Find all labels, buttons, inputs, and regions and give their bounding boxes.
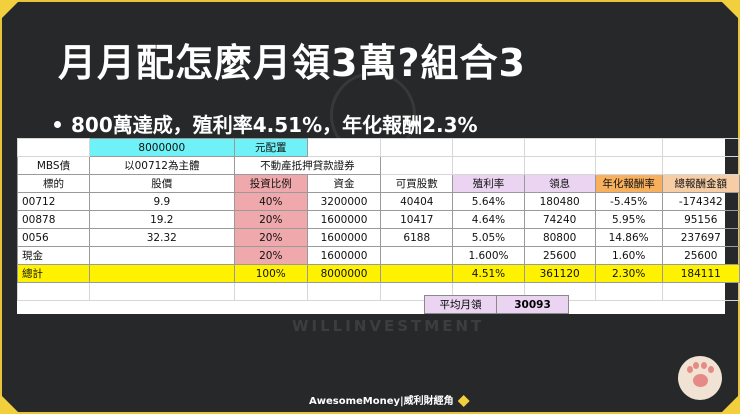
cell-total-return[interactable]: 237697 [661, 228, 740, 247]
total-return-amount[interactable]: 184111 [661, 264, 740, 283]
group-label-desc: 不動產抵押貸款證券 [233, 156, 382, 175]
col-header: 總報酬金額 [661, 174, 740, 193]
col-header: 投資比例 [233, 174, 308, 193]
total-annual-return[interactable]: 2.30% [594, 264, 663, 283]
cell-shares[interactable]: 40404 [380, 192, 454, 211]
avg-monthly-label: 平均月領 [424, 295, 497, 314]
cell-capital[interactable]: 1600000 [306, 228, 382, 247]
cell-ticker[interactable]: 0056 [17, 228, 90, 247]
cell-ratio[interactable]: 20% [233, 246, 308, 265]
corner-decoration [0, 394, 20, 414]
slide-title: 月月配怎麼月領3萬?組合3 [58, 41, 526, 85]
cell-capital[interactable]: 3200000 [306, 192, 382, 211]
cell-ticker[interactable]: 00712 [17, 192, 90, 211]
col-header: 殖利率 [452, 174, 525, 193]
capital-amount-label: 元配置 [233, 138, 308, 157]
table-row: 0056 32.32 20% 1600000 6188 5.05% 80800 … [17, 228, 740, 247]
col-header: 股價 [88, 174, 235, 193]
total-capital[interactable]: 8000000 [306, 264, 382, 283]
cell-annual-return[interactable]: 1.60% [594, 246, 663, 265]
total-row: 總計 100% 8000000 4.51% 361120 2.30% 18411… [17, 264, 740, 283]
cell-annual-return[interactable]: 5.95% [594, 210, 663, 229]
table-row: 現金 20% 1600000 1.600% 25600 1.60% 25600 [17, 246, 740, 265]
cell-shares[interactable]: 6188 [380, 228, 454, 247]
slide-subtitle: 800萬達成，殖利率4.51%，年化報酬2.3% [54, 109, 478, 138]
cell-yield[interactable]: 5.64% [452, 192, 525, 211]
cell-price[interactable]: 9.9 [88, 192, 235, 211]
corner-decoration [0, 0, 20, 20]
col-header: 資金 [306, 174, 382, 193]
portfolio-table: 8000000 元配置 MBS債 以00712為主體 不動產抵押貸款證券 標的 … [17, 138, 740, 301]
footer-brand: AwesomeMoney|威利財經角 [309, 392, 470, 407]
cell-total-return[interactable]: 95156 [661, 210, 740, 229]
cell-shares[interactable]: 10417 [380, 210, 454, 229]
cell-ratio[interactable]: 20% [233, 210, 308, 229]
cell-shares[interactable] [380, 246, 454, 265]
cell-capital[interactable]: 1600000 [306, 246, 382, 265]
cell-ticker[interactable]: 現金 [17, 246, 90, 265]
col-header: 領息 [523, 174, 596, 193]
subtitle-text: 800萬達成，殖利率4.51%，年化報酬2.3% [71, 113, 478, 137]
column-header-row: 標的 股價 投資比例 資金 可買股數 殖利率 領息 年化報酬率 總報酬金額 [17, 174, 740, 193]
footer-text: AwesomeMoney|威利財經角 [309, 396, 454, 407]
bullet-icon [54, 121, 61, 128]
cell-total-return[interactable]: -174342 [661, 192, 740, 211]
cell-price[interactable]: 32.32 [88, 228, 235, 247]
col-header: 標的 [17, 174, 90, 193]
cell-dividend[interactable]: 74240 [523, 210, 596, 229]
capital-amount[interactable]: 8000000 [88, 138, 235, 157]
corner-decoration [720, 394, 740, 414]
watermark-text: WILLINVESTMENT [292, 317, 485, 335]
cell-yield[interactable]: 1.600% [452, 246, 525, 265]
cell-price[interactable] [88, 246, 235, 265]
cell-dividend[interactable]: 25600 [523, 246, 596, 265]
cell-dividend[interactable]: 80800 [523, 228, 596, 247]
total-dividend[interactable]: 361120 [523, 264, 596, 283]
group-label-base: 以00712為主體 [88, 156, 235, 175]
cell-price[interactable]: 19.2 [88, 210, 235, 229]
total-label: 總計 [17, 264, 90, 283]
cell-ratio[interactable]: 20% [233, 228, 308, 247]
total-yield[interactable]: 4.51% [452, 264, 525, 283]
total-ratio[interactable]: 100% [233, 264, 308, 283]
diamond-icon [457, 395, 470, 407]
group-label-mbs: MBS債 [17, 156, 90, 175]
col-header: 可買股數 [380, 174, 454, 193]
cell-total-return[interactable]: 25600 [661, 246, 740, 265]
cell-annual-return[interactable]: 14.86% [594, 228, 663, 247]
table-row: 00712 9.9 40% 3200000 40404 5.64% 180480… [17, 192, 740, 211]
cell-ticker[interactable]: 00878 [17, 210, 90, 229]
cell-yield[interactable]: 5.05% [452, 228, 525, 247]
table-row: 00878 19.2 20% 1600000 10417 4.64% 74240… [17, 210, 740, 229]
cell-capital[interactable]: 1600000 [306, 210, 382, 229]
corner-decoration [720, 0, 740, 20]
cell-ratio[interactable]: 40% [233, 192, 308, 211]
avg-monthly-box: 平均月領 30093 [424, 295, 569, 314]
avg-monthly-value[interactable]: 30093 [496, 295, 569, 314]
paw-icon [678, 356, 722, 400]
cell-yield[interactable]: 4.64% [452, 210, 525, 229]
col-header: 年化報酬率 [594, 174, 663, 193]
cell-annual-return[interactable]: -5.45% [594, 192, 663, 211]
cell-dividend[interactable]: 180480 [523, 192, 596, 211]
